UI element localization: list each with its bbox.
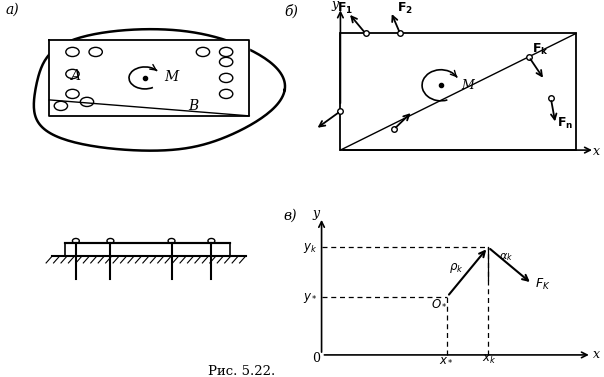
Text: 0: 0 <box>312 352 320 365</box>
Text: $O_*$: $O_*$ <box>431 296 448 310</box>
Text: $x_k$: $x_k$ <box>482 353 496 366</box>
Text: y: y <box>312 207 320 220</box>
Text: б): б) <box>284 4 298 18</box>
Polygon shape <box>341 34 576 150</box>
Text: $y_*$: $y_*$ <box>303 291 318 305</box>
Text: y: y <box>331 0 338 11</box>
Text: в): в) <box>284 208 297 222</box>
Text: Рис. 5.22.: Рис. 5.22. <box>208 365 275 377</box>
Text: x: x <box>593 348 600 360</box>
Text: $\mathbf{F_k}$: $\mathbf{F_k}$ <box>532 42 548 57</box>
Text: а): а) <box>6 3 19 17</box>
Text: $\mathbf{F_n}$: $\mathbf{F_n}$ <box>557 116 573 131</box>
Polygon shape <box>50 40 249 116</box>
Text: $\mathbf{F_1}$: $\mathbf{F_1}$ <box>337 0 353 15</box>
Text: $y_k$: $y_k$ <box>303 241 317 256</box>
Text: B: B <box>188 99 199 113</box>
Text: M: M <box>461 79 474 92</box>
Text: $\rho_k$: $\rho_k$ <box>449 261 463 275</box>
Text: $F_K$: $F_K$ <box>535 277 551 292</box>
Text: $\alpha_k$: $\alpha_k$ <box>499 251 513 263</box>
Text: $x_*$: $x_*$ <box>439 352 454 365</box>
Text: A: A <box>69 69 80 83</box>
Text: x: x <box>593 145 600 158</box>
Text: M: M <box>164 70 178 84</box>
Text: $\mathbf{F_2}$: $\mathbf{F_2}$ <box>397 0 413 15</box>
